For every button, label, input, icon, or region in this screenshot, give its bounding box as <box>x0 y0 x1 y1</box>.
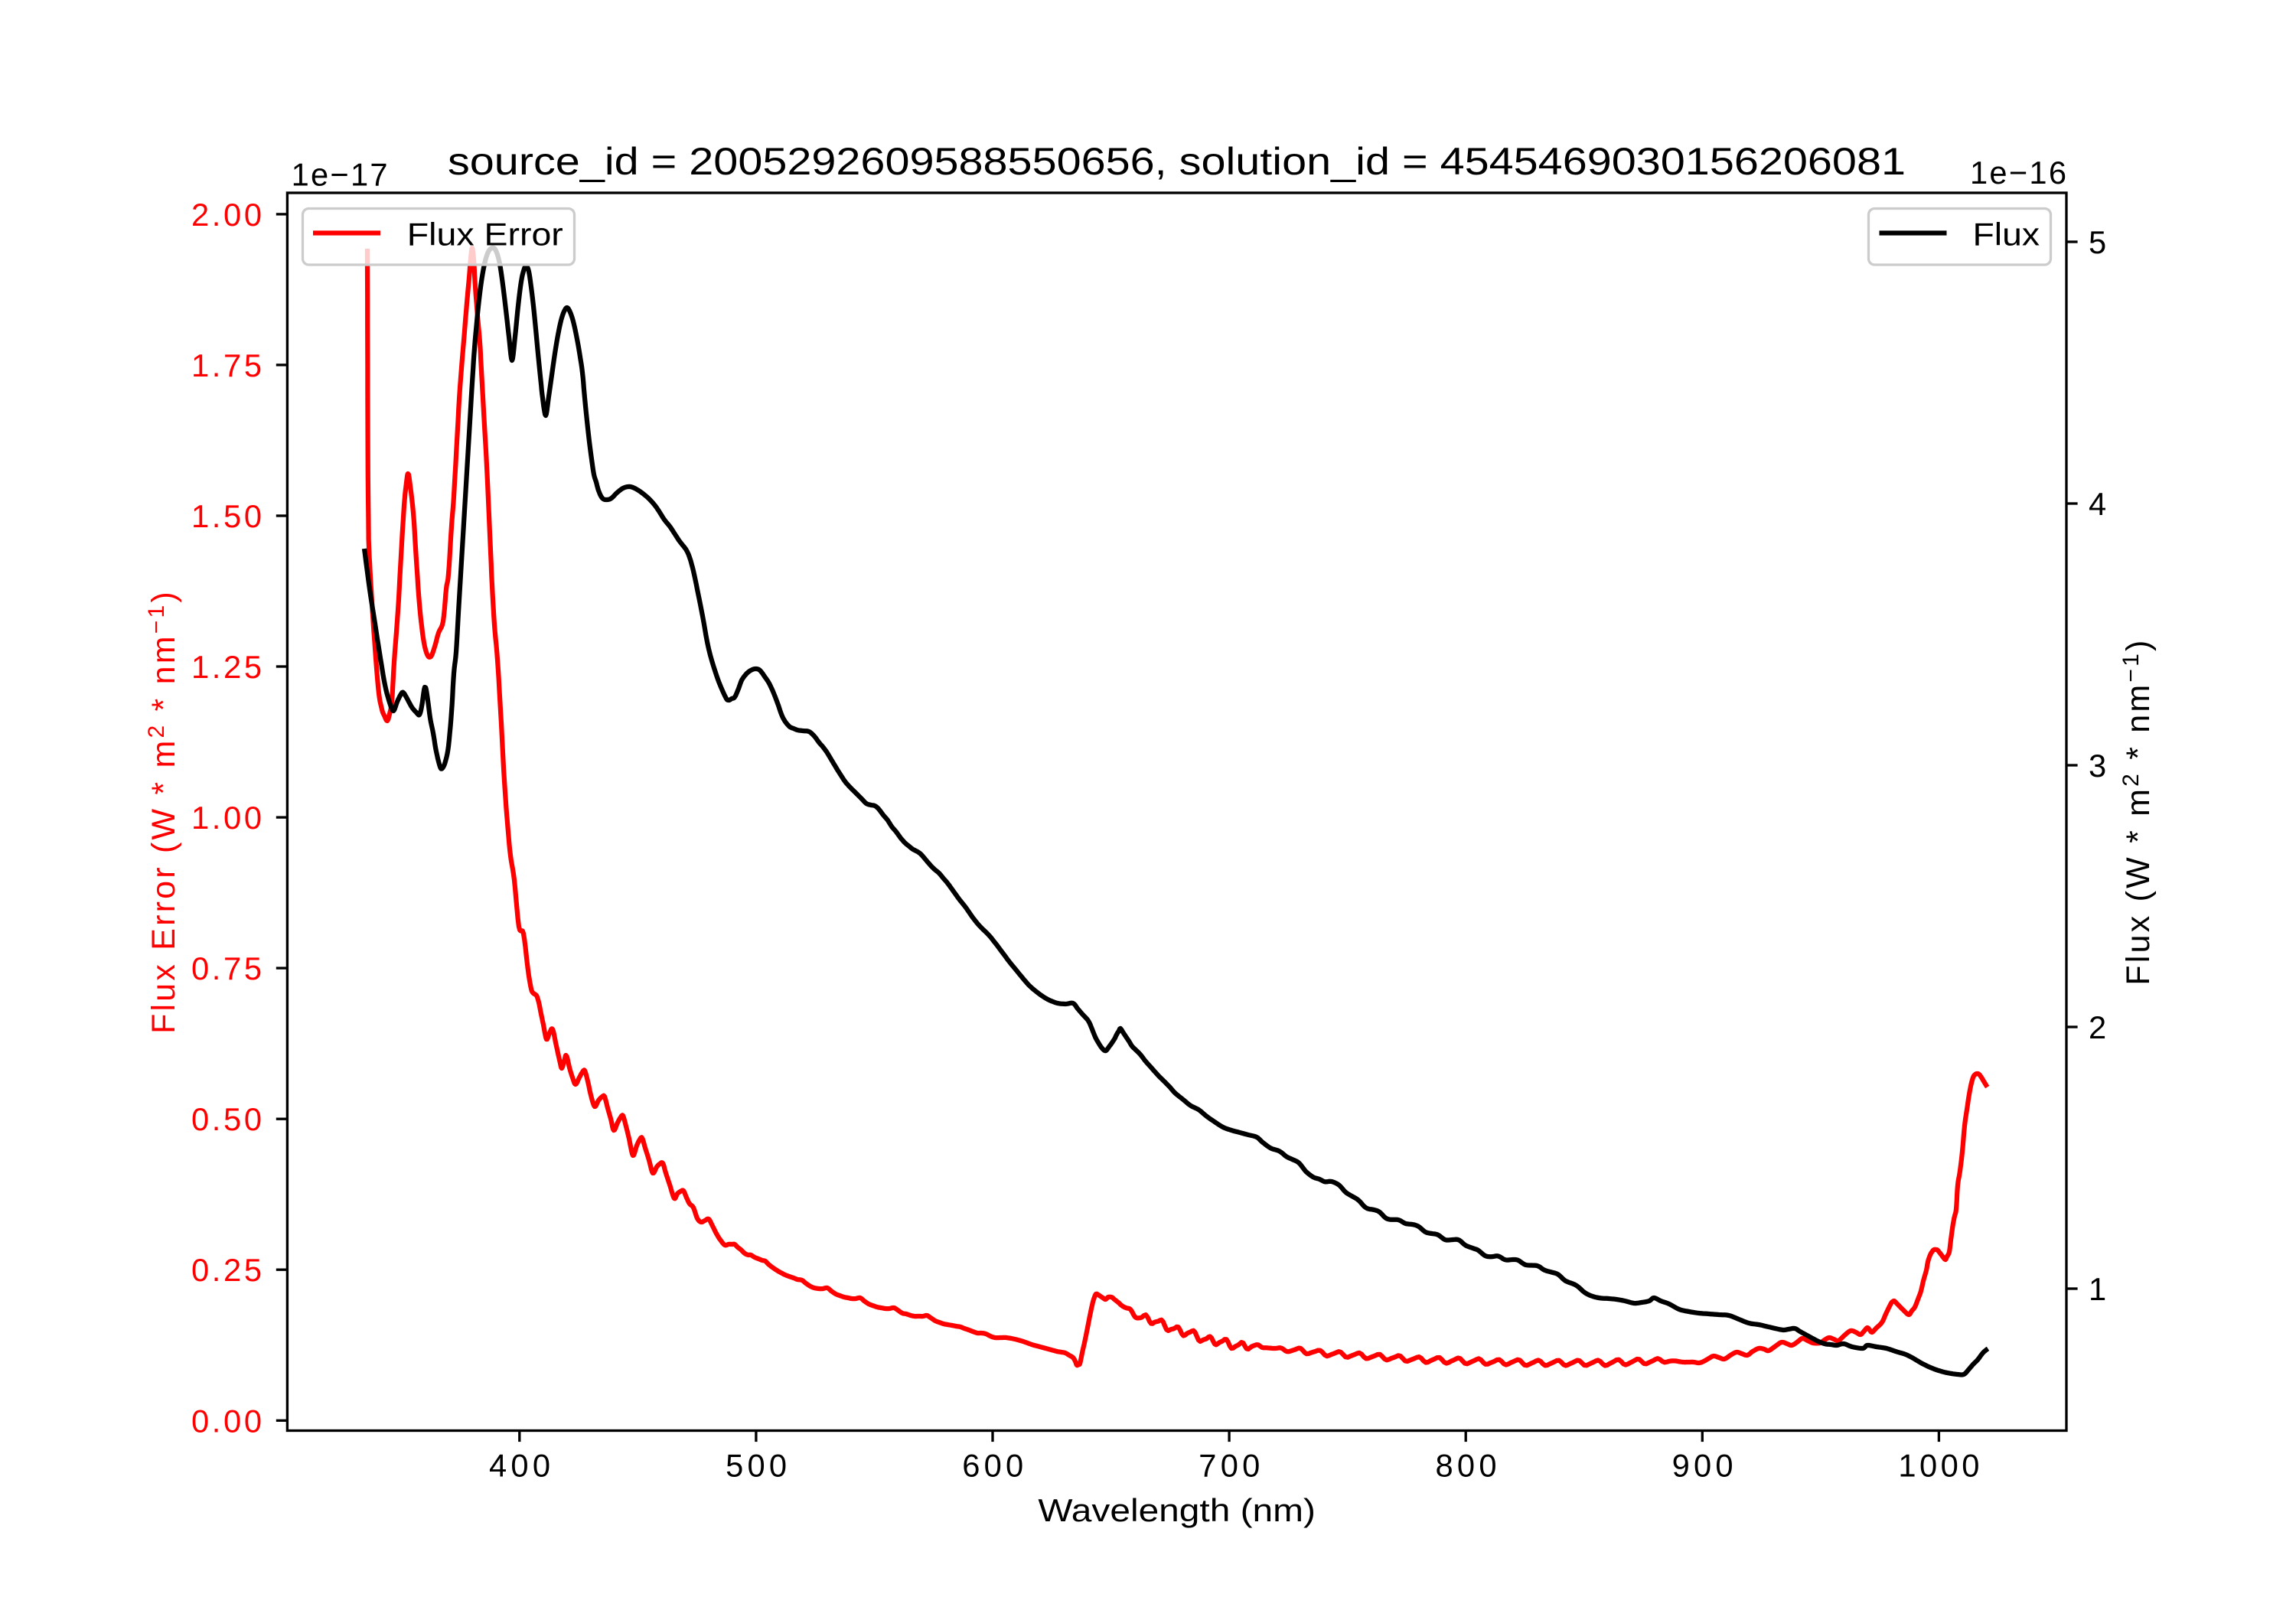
svg-text:1e−16: 1e−16 <box>1970 155 2066 191</box>
svg-text:Flux Error (W * m2 * nm−1): Flux Error (W * m2 * nm−1) <box>144 589 182 1034</box>
svg-text:700: 700 <box>1199 1448 1260 1484</box>
svg-text:1.75: 1.75 <box>191 347 262 383</box>
svg-text:1.25: 1.25 <box>191 649 262 685</box>
svg-text:0.25: 0.25 <box>191 1252 262 1288</box>
svg-text:3: 3 <box>2089 748 2106 784</box>
svg-text:0.75: 0.75 <box>191 950 262 986</box>
svg-text:800: 800 <box>1436 1448 1497 1484</box>
svg-text:4: 4 <box>2089 486 2106 522</box>
svg-text:Flux: Flux <box>1973 217 2040 253</box>
svg-text:1.00: 1.00 <box>191 800 262 836</box>
svg-text:source_id = 200529260958855065: source_id = 2005292609588550656, solutio… <box>448 140 1906 183</box>
svg-text:5: 5 <box>2089 224 2106 260</box>
svg-text:500: 500 <box>726 1448 787 1484</box>
svg-text:Flux (W * m2 * nm−1): Flux (W * m2 * nm−1) <box>2118 637 2157 985</box>
svg-text:400: 400 <box>489 1448 550 1484</box>
svg-text:600: 600 <box>962 1448 1023 1484</box>
svg-text:900: 900 <box>1672 1448 1733 1484</box>
svg-text:Flux Error: Flux Error <box>407 217 563 253</box>
svg-text:2.00: 2.00 <box>191 197 262 233</box>
svg-text:0.00: 0.00 <box>191 1403 262 1439</box>
svg-text:1: 1 <box>2089 1271 2106 1307</box>
svg-text:1e−17: 1e−17 <box>292 157 388 193</box>
svg-text:Wavelength (nm): Wavelength (nm) <box>1038 1492 1316 1528</box>
svg-text:2: 2 <box>2089 1009 2106 1045</box>
svg-text:0.50: 0.50 <box>191 1101 262 1137</box>
svg-text:1.50: 1.50 <box>191 498 262 534</box>
